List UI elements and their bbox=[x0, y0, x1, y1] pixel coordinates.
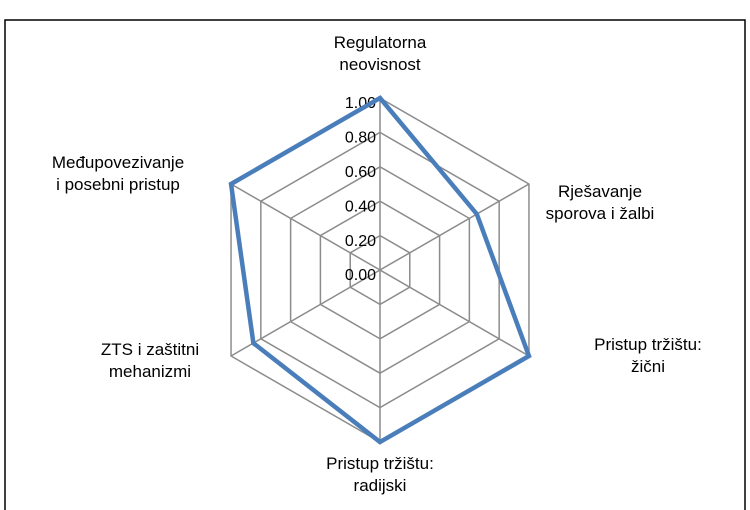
frame bbox=[4, 19, 746, 510]
axis-spoke bbox=[230, 269, 381, 357]
category-label: Rješavanje sporova i žalbi bbox=[546, 182, 655, 223]
category-label: Međupovezivanje i posebni pristup bbox=[52, 153, 184, 194]
r-tick-label: 0.60 bbox=[345, 164, 376, 181]
r-tick-label: 0.40 bbox=[345, 198, 376, 215]
r-tick-label: 0.20 bbox=[345, 233, 376, 250]
r-tick-label: 1.00 bbox=[345, 95, 376, 112]
category-label: Pristup tržištu: žični bbox=[594, 335, 702, 376]
r-tick-label: 0.80 bbox=[345, 130, 376, 147]
axis-spoke bbox=[379, 183, 530, 271]
category-label: Regulatorna neovisnost bbox=[334, 33, 427, 74]
r-tick-label: 0.00 bbox=[345, 267, 376, 284]
axis-spoke bbox=[230, 183, 381, 271]
axis-spoke bbox=[379, 269, 530, 357]
category-label: ZTS i zaštitni mehanizmi bbox=[101, 340, 199, 381]
category-label: Pristup tržištu: radijski bbox=[326, 454, 434, 495]
series-line bbox=[228, 95, 532, 445]
